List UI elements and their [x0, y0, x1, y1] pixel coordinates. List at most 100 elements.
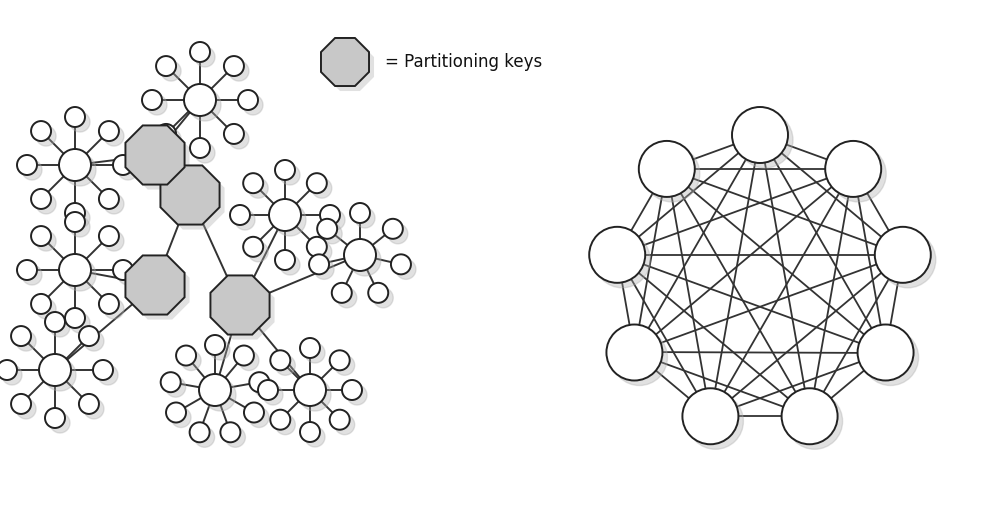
Circle shape	[330, 351, 350, 370]
Circle shape	[22, 265, 42, 285]
Circle shape	[50, 413, 70, 433]
Circle shape	[210, 340, 230, 360]
Circle shape	[156, 124, 176, 144]
Circle shape	[104, 299, 124, 319]
Circle shape	[65, 107, 85, 127]
Circle shape	[305, 427, 325, 447]
Circle shape	[225, 427, 245, 447]
Circle shape	[280, 255, 300, 275]
Circle shape	[104, 194, 124, 214]
Circle shape	[383, 219, 403, 239]
Circle shape	[31, 226, 51, 246]
Circle shape	[147, 95, 167, 115]
Circle shape	[31, 294, 51, 314]
Polygon shape	[130, 131, 190, 190]
Circle shape	[45, 408, 65, 428]
Text: = Partitioning keys: = Partitioning keys	[385, 53, 542, 71]
Circle shape	[195, 143, 215, 163]
Circle shape	[368, 283, 388, 303]
Circle shape	[238, 90, 258, 110]
Circle shape	[190, 138, 210, 158]
Circle shape	[142, 90, 162, 110]
Circle shape	[36, 231, 56, 251]
Circle shape	[300, 338, 320, 358]
Circle shape	[830, 146, 886, 202]
Circle shape	[880, 232, 936, 288]
Circle shape	[787, 393, 843, 449]
Circle shape	[156, 56, 176, 76]
Circle shape	[309, 254, 329, 274]
Circle shape	[199, 374, 231, 406]
Circle shape	[243, 173, 263, 193]
Circle shape	[176, 345, 196, 365]
Circle shape	[22, 160, 42, 180]
Circle shape	[234, 345, 254, 365]
Circle shape	[16, 399, 36, 419]
Circle shape	[270, 351, 290, 370]
Circle shape	[320, 205, 340, 225]
Circle shape	[64, 154, 96, 186]
Circle shape	[2, 365, 22, 385]
Circle shape	[280, 165, 300, 185]
Circle shape	[322, 224, 342, 244]
Circle shape	[243, 95, 263, 115]
Circle shape	[305, 343, 325, 363]
Circle shape	[184, 84, 216, 116]
Circle shape	[70, 112, 90, 132]
Circle shape	[171, 408, 191, 428]
Circle shape	[118, 265, 138, 285]
Polygon shape	[215, 281, 275, 340]
Polygon shape	[165, 171, 225, 230]
Circle shape	[373, 288, 393, 308]
Circle shape	[312, 242, 332, 262]
Circle shape	[93, 360, 113, 380]
Polygon shape	[160, 166, 220, 225]
Circle shape	[17, 260, 37, 280]
Circle shape	[64, 259, 96, 291]
Circle shape	[0, 360, 17, 380]
Circle shape	[243, 237, 263, 257]
Circle shape	[79, 326, 99, 346]
Circle shape	[205, 335, 225, 355]
Circle shape	[687, 393, 743, 449]
Circle shape	[84, 399, 104, 419]
Circle shape	[644, 146, 700, 202]
Circle shape	[239, 351, 259, 371]
Circle shape	[161, 372, 181, 392]
Circle shape	[248, 242, 268, 262]
Circle shape	[254, 377, 274, 397]
Circle shape	[863, 329, 919, 386]
Circle shape	[50, 317, 70, 337]
Circle shape	[229, 129, 249, 149]
Circle shape	[344, 239, 376, 271]
Circle shape	[45, 312, 65, 332]
Circle shape	[249, 408, 269, 428]
Circle shape	[594, 232, 650, 288]
Circle shape	[65, 203, 85, 223]
Circle shape	[611, 329, 667, 386]
Circle shape	[270, 410, 290, 430]
Circle shape	[230, 205, 250, 225]
Circle shape	[189, 89, 221, 121]
Circle shape	[104, 231, 124, 251]
Circle shape	[59, 149, 91, 181]
Circle shape	[391, 254, 411, 274]
Circle shape	[342, 380, 362, 400]
Circle shape	[875, 227, 931, 283]
Polygon shape	[326, 43, 374, 91]
Circle shape	[99, 226, 119, 246]
Circle shape	[682, 388, 738, 444]
Polygon shape	[125, 255, 185, 315]
Circle shape	[36, 194, 56, 214]
Circle shape	[195, 47, 215, 67]
Polygon shape	[130, 261, 190, 320]
Circle shape	[11, 326, 31, 346]
Circle shape	[335, 415, 355, 435]
Circle shape	[70, 208, 90, 228]
Circle shape	[36, 126, 56, 146]
Circle shape	[275, 415, 295, 435]
Circle shape	[350, 203, 370, 223]
Circle shape	[249, 372, 269, 392]
Circle shape	[235, 210, 255, 230]
Circle shape	[307, 237, 327, 257]
